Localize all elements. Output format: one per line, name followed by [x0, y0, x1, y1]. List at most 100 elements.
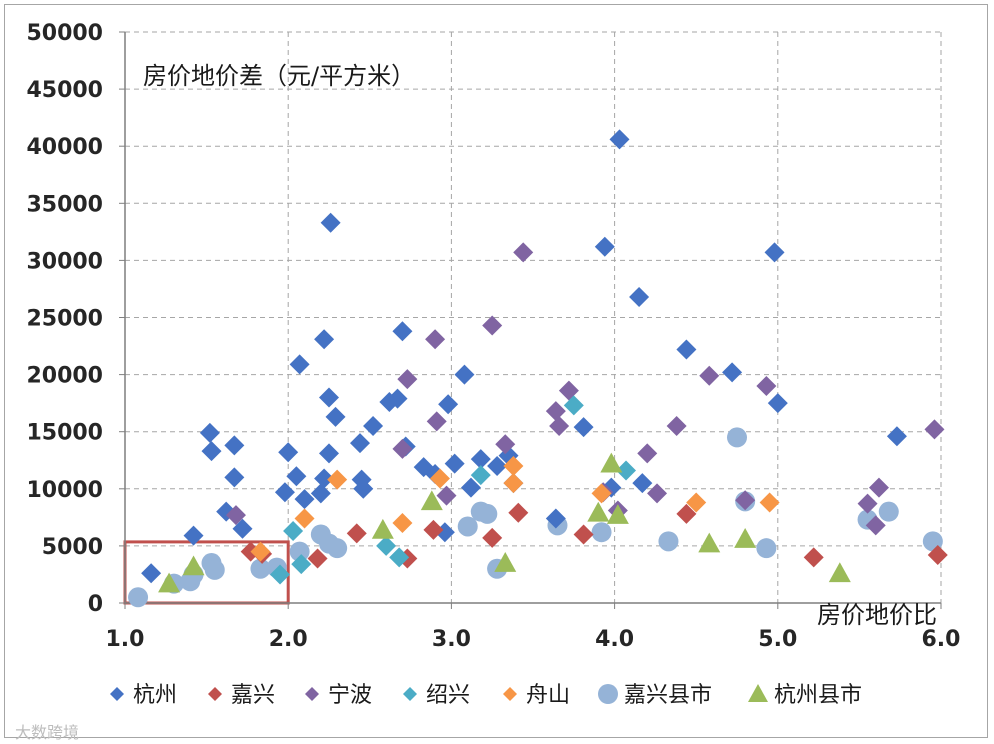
data-point: [647, 483, 668, 504]
data-point: [423, 519, 444, 540]
y-tick-label: 35000: [26, 192, 103, 217]
data-point: [573, 417, 594, 438]
data-point: [676, 339, 697, 360]
data-point: [886, 426, 907, 447]
data-point: [426, 411, 447, 432]
data-point: [756, 376, 777, 397]
data-point: [387, 388, 408, 409]
legend-marker: [403, 687, 417, 701]
data-point: [756, 538, 777, 559]
data-point: [201, 441, 222, 462]
data-point: [629, 286, 650, 307]
data-point: [698, 532, 721, 553]
data-point: [513, 242, 534, 263]
data-point: [477, 503, 498, 524]
y-tick-label: 50000: [26, 21, 103, 46]
x-tick-label: 1.0: [106, 627, 145, 652]
data-point: [828, 562, 851, 583]
data-point: [676, 503, 697, 524]
data-point: [545, 508, 566, 529]
data-point: [389, 547, 410, 568]
legend-marker: [208, 687, 222, 701]
data-point: [868, 477, 889, 498]
data-point: [232, 518, 253, 539]
data-point: [508, 502, 529, 523]
data-point: [350, 433, 371, 454]
data-point: [141, 563, 162, 584]
data-point: [609, 129, 630, 150]
data-point: [503, 473, 524, 494]
data-point: [495, 434, 516, 455]
data-point: [857, 493, 878, 514]
data-point: [294, 489, 315, 510]
data-point: [573, 524, 594, 545]
data-point: [224, 435, 245, 456]
data-point: [482, 527, 503, 548]
data-point: [183, 525, 204, 546]
data-point: [289, 354, 310, 375]
data-point: [587, 501, 610, 522]
data-point: [699, 365, 720, 386]
data-point: [289, 541, 310, 562]
y-tick-label: 40000: [26, 135, 103, 160]
chart-frame: 0 5000 10000 15000 20000 25000 30000 35000 40000…: [4, 4, 988, 742]
data-point: [310, 483, 331, 504]
x-tick-label: 6.0: [922, 627, 961, 652]
data-point: [274, 482, 295, 503]
legend-marker: [748, 684, 768, 702]
y-tick-label: 20000: [26, 364, 103, 389]
data-point: [594, 236, 615, 257]
data-point: [482, 315, 503, 336]
data-point: [204, 559, 225, 580]
watermark: 大数跨境: [15, 723, 80, 742]
data-point: [438, 394, 459, 415]
x-tick-label: 5.0: [758, 627, 797, 652]
x-tick-label: 4.0: [595, 627, 634, 652]
data-point: [616, 460, 637, 481]
data-point: [924, 419, 945, 440]
data-point: [454, 364, 475, 385]
data-point: [128, 587, 149, 608]
x-tick-label: 3.0: [432, 627, 471, 652]
data-point: [224, 467, 245, 488]
data-point: [182, 555, 205, 576]
y-tick-label: 15000: [26, 421, 103, 446]
data-point: [327, 469, 348, 490]
data-point: [319, 387, 339, 408]
data-point: [606, 504, 629, 524]
x-tick-label: 2.0: [269, 627, 308, 652]
y-tick-label: 10000: [26, 478, 103, 503]
data-point: [470, 465, 491, 486]
data-point: [294, 508, 315, 529]
data-point: [591, 522, 612, 543]
data-point: [735, 490, 756, 511]
data-point: [363, 415, 384, 436]
data-point: [225, 505, 246, 526]
data-point: [270, 564, 291, 585]
data-point: [632, 473, 653, 494]
data-point: [549, 415, 570, 436]
data-point: [429, 468, 450, 489]
x-axis-label: 房价地价比: [817, 601, 937, 629]
data-point: [457, 516, 478, 537]
data-point: [803, 547, 824, 568]
data-point: [286, 466, 307, 487]
legend-marker: [598, 684, 618, 704]
data-point: [307, 548, 328, 569]
legend: 杭州 嘉兴 宁波 绍兴 舟山 嘉兴县市 杭州县市: [110, 683, 862, 708]
data-point: [392, 321, 413, 342]
data-point: [470, 449, 491, 470]
data-point: [314, 329, 335, 350]
data-point: [319, 443, 339, 464]
data-point: [327, 538, 348, 559]
y-tick-label: 25000: [26, 307, 103, 332]
data-point: [314, 468, 335, 489]
data-point: [392, 438, 413, 459]
data-point: [320, 212, 341, 233]
data-point: [460, 477, 481, 498]
data-point: [487, 455, 508, 476]
data-point: [686, 492, 707, 513]
data-point: [420, 490, 443, 511]
data-point: [865, 515, 886, 536]
y-axis-label: 房价地价差（元/平方米）: [143, 62, 415, 90]
